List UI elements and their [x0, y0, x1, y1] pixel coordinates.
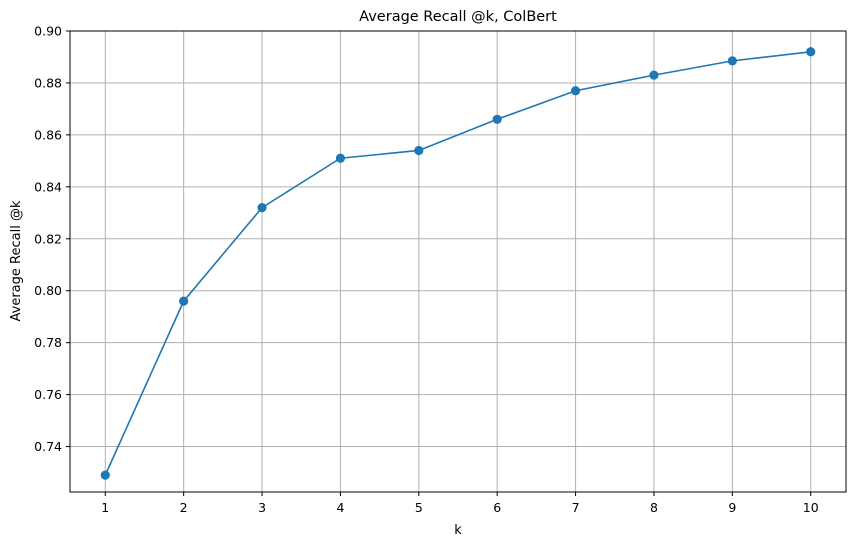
data-point [414, 145, 424, 156]
plot-frame [69, 30, 847, 493]
y-tick-label: 0.76 [34, 387, 62, 402]
data-point [806, 47, 816, 57]
y-tick-label: 0.88 [34, 75, 62, 90]
data-point [257, 203, 267, 213]
x-tick-label: 10 [803, 500, 819, 515]
y-tick-label: 0.74 [34, 439, 62, 454]
y-axis-label: Average Recall @k [9, 200, 24, 321]
series-line [104, 50, 811, 476]
data-point [100, 470, 110, 480]
grid-lines [70, 30, 846, 492]
y-tick-label: 0.84 [34, 179, 62, 194]
x-tick-label: 1 [101, 500, 109, 515]
chart-title: Average Recall @k, ColBert [359, 9, 557, 25]
data-point [570, 86, 581, 96]
x-axis-label: k [454, 523, 462, 538]
data-point [649, 70, 659, 80]
y-tick-label: 0.82 [34, 231, 62, 246]
data-point [335, 153, 346, 163]
data-point [492, 114, 502, 124]
x-tick-label: 6 [493, 500, 501, 515]
x-tick-label: 8 [650, 500, 658, 515]
y-tick-label: 0.86 [34, 127, 62, 142]
x-tick-label: 4 [336, 500, 344, 515]
y-tick-label: 0.90 [34, 24, 62, 39]
x-tick-label: 3 [258, 500, 266, 515]
x-tick-label: 5 [415, 500, 423, 515]
x-tick-label: 7 [572, 500, 580, 515]
y-tick-label: 0.78 [34, 335, 62, 350]
data-point [179, 296, 189, 306]
x-tick-label: 2 [180, 500, 188, 515]
y-tick-label: 0.80 [34, 283, 62, 298]
x-tick-label: 9 [728, 500, 736, 515]
data-point [727, 56, 737, 66]
data-series [100, 47, 816, 480]
axis-ticks: 1 2 3 4 5 6 7 8 9 10 0.74 0.76 0.78 0.80 0.82 0.84 0.86 0… [34, 24, 819, 516]
